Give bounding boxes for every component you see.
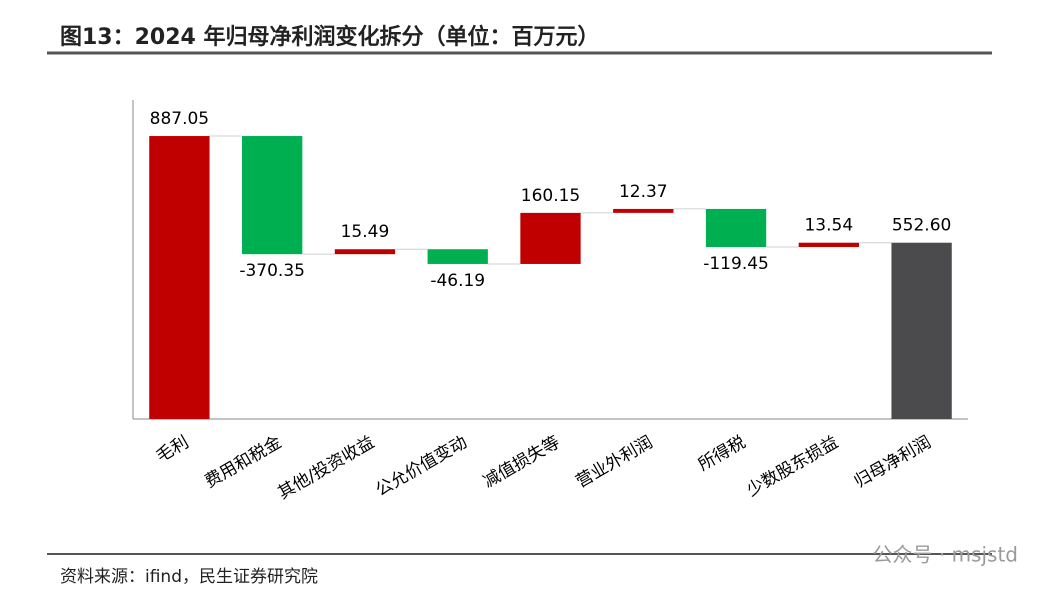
x-tick-label: 所得税 (695, 432, 749, 475)
x-tick-label: 归母净利润 (851, 432, 935, 492)
chart-title: 图13：2024 年归母净利润变化拆分（单位：百万元） (60, 24, 600, 50)
bar (891, 242, 952, 419)
bar (613, 208, 674, 213)
value-label: -46.19 (430, 271, 485, 291)
x-tick-label: 费用和税金 (202, 432, 286, 492)
value-label: 13.54 (804, 216, 853, 236)
x-tick-label: 其他/投资收益 (275, 432, 378, 503)
bar (427, 249, 488, 264)
value-label: 15.49 (341, 222, 390, 242)
x-tick-label: 毛利 (153, 432, 192, 466)
value-label: 160.15 (521, 186, 580, 206)
x-tick-label: 公允价值变动 (372, 432, 470, 500)
watermark: 公众号 · msjstd (873, 543, 1019, 567)
bar (705, 208, 767, 248)
x-tick-label: 减值损失等 (480, 432, 564, 492)
value-label: -119.45 (703, 254, 769, 274)
value-label: 887.05 (150, 109, 209, 129)
bar (520, 212, 581, 264)
x-tick-label: 营业外利润 (573, 432, 657, 492)
value-label: 12.37 (619, 182, 668, 202)
value-label: -370.35 (239, 261, 305, 281)
source: 资料来源：ifind，民生证券研究院 (60, 567, 318, 587)
value-label: 552.60 (892, 216, 951, 236)
bar (798, 242, 859, 248)
bar (334, 249, 396, 255)
bar (242, 136, 303, 255)
bar (149, 136, 210, 419)
x-tick-label: 少数股东损益 (743, 432, 841, 500)
